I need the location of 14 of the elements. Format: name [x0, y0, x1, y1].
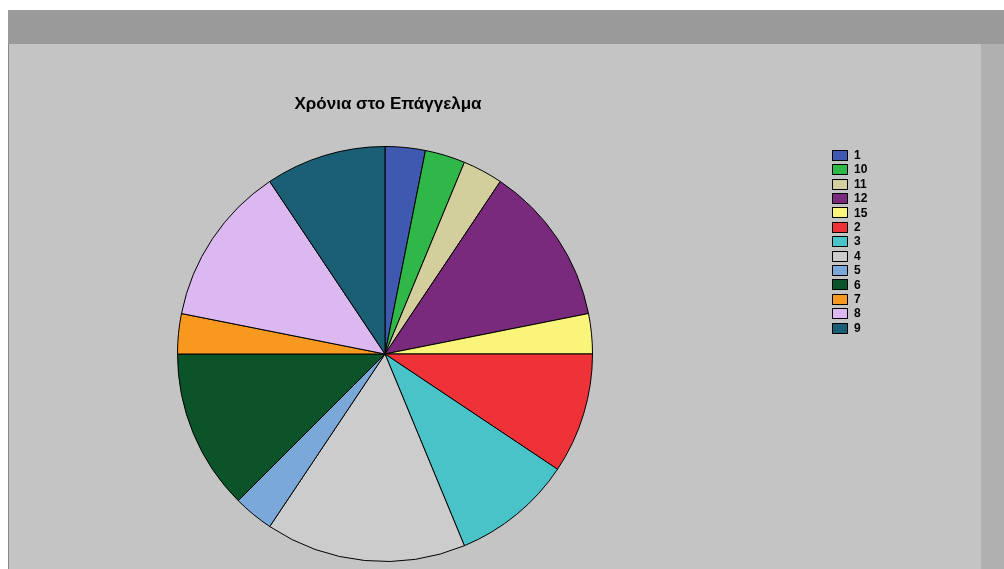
legend-label: 2 — [854, 220, 861, 235]
legend-label: 12 — [854, 191, 868, 206]
legend-label: 9 — [854, 320, 861, 336]
legend-label: 1 — [854, 148, 861, 163]
legend-label: 3 — [854, 234, 861, 249]
legend-label: 6 — [854, 277, 861, 293]
legend-label: 10 — [854, 162, 868, 177]
legend-label: 11 — [854, 176, 867, 192]
legend-label: 8 — [854, 306, 861, 321]
chart-title: Χρόνια στο Επάγγελμα — [293, 94, 483, 114]
legend-label: 7 — [854, 292, 861, 307]
legend-label: 5 — [854, 263, 861, 278]
legend-label: 15 — [854, 205, 868, 221]
legend-label: 4 — [854, 248, 861, 264]
